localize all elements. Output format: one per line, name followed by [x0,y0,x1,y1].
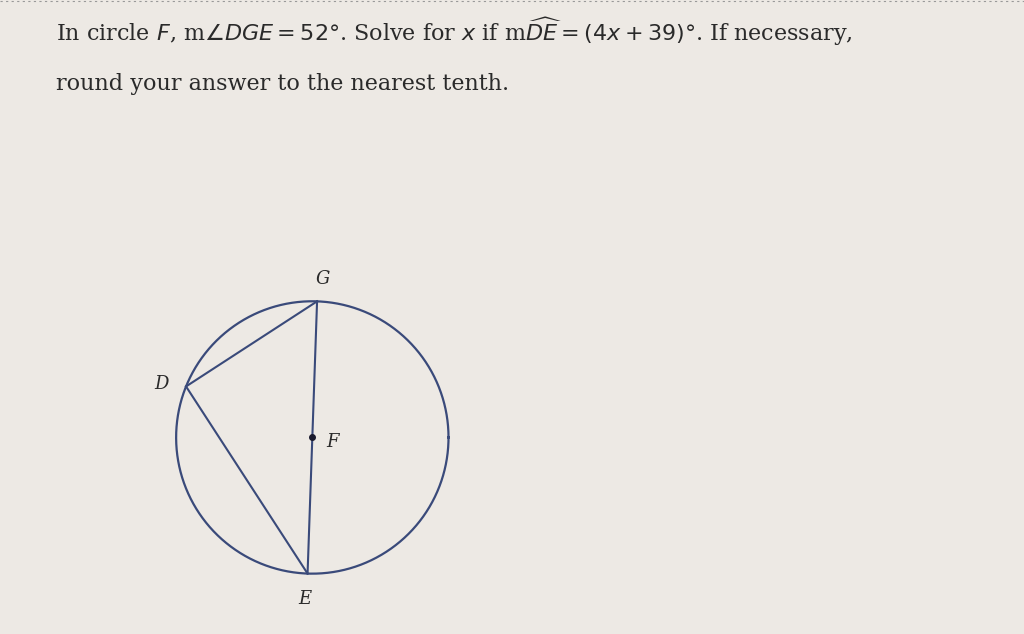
Text: round your answer to the nearest tenth.: round your answer to the nearest tenth. [56,73,510,95]
Text: E: E [298,590,311,608]
Text: G: G [315,269,330,288]
Text: In circle $\mathit{F}$, m$\angle \mathit{DGE} = 52°$. Solve for $\mathit{x}$ if : In circle $\mathit{F}$, m$\angle \mathit… [56,16,853,48]
Text: F: F [326,432,339,451]
Text: D: D [154,375,168,392]
